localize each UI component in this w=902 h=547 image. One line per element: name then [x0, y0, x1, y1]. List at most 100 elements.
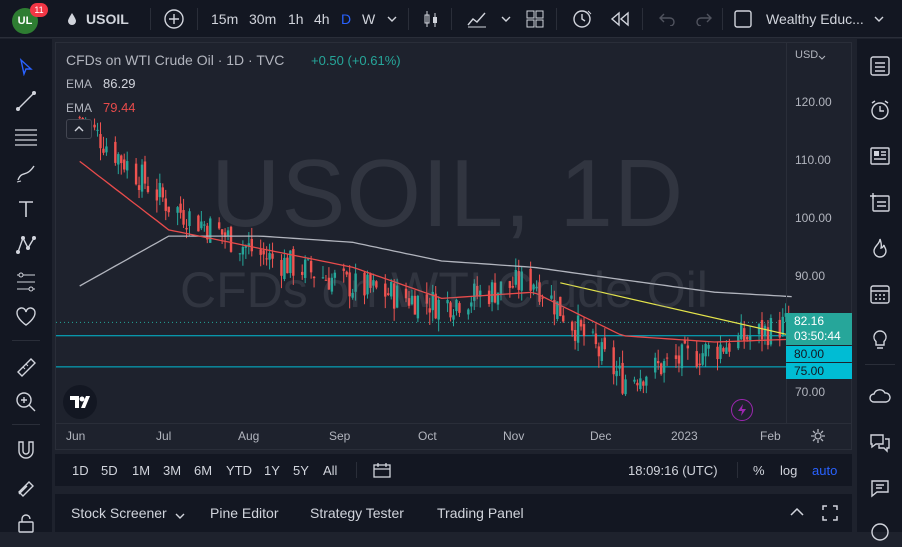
account-menu[interactable]: Wealthy Educ...: [766, 11, 864, 27]
tab-strategy-tester[interactable]: Strategy Tester: [310, 505, 404, 521]
price-axis[interactable]: [786, 43, 851, 423]
price-chart[interactable]: [56, 43, 851, 449]
candle-body: [743, 328, 746, 341]
alarm-clock-icon[interactable]: [865, 95, 895, 125]
lightning-icon[interactable]: [731, 399, 753, 421]
news-icon[interactable]: [865, 141, 895, 171]
level-75-label: 75.00: [786, 363, 852, 379]
layout-checkbox-icon[interactable]: [734, 0, 752, 38]
legend-title[interactable]: CFDs on WTI Crude Oil · 1D · TVC: [66, 52, 285, 68]
redo-icon[interactable]: [695, 0, 713, 38]
tab-stock-screener[interactable]: Stock Screener: [71, 505, 167, 521]
interval-d[interactable]: D: [341, 11, 352, 27]
range-ytd[interactable]: YTD: [226, 462, 252, 478]
indicators-icon[interactable]: [466, 0, 488, 38]
messages-icon[interactable]: [865, 473, 895, 503]
lock-drawings-icon[interactable]: [12, 473, 40, 501]
collapse-legend-chevron-up-icon[interactable]: [66, 119, 92, 139]
time-label-aug: Aug: [238, 429, 260, 443]
magnet-icon[interactable]: [12, 437, 40, 465]
calendar-icon[interactable]: [865, 279, 895, 309]
candle-body: [105, 146, 108, 153]
range-all[interactable]: All: [323, 462, 338, 478]
candle-body: [179, 203, 182, 213]
currency-label[interactable]: USD: [795, 49, 819, 61]
candle-body: [458, 303, 461, 313]
interval-4h[interactable]: 4h: [314, 11, 330, 27]
range-3m[interactable]: 3M: [163, 462, 182, 478]
candle-body: [134, 163, 138, 185]
favorite-heart-icon[interactable]: [12, 303, 40, 331]
axis-settings-gear-icon[interactable]: [810, 428, 826, 447]
log-scale-toggle[interactable]: log: [780, 462, 798, 478]
top-toolbar: UL 11 USOIL 15m 30m 1h 4h D W: [0, 0, 902, 38]
notification-badge[interactable]: 11: [30, 3, 48, 17]
candles-style-icon[interactable]: [422, 0, 440, 38]
tab-trading-panel[interactable]: Trading Panel: [437, 505, 524, 521]
time-axis[interactable]: [56, 423, 851, 449]
candle-body: [639, 378, 642, 390]
tab-pine-editor[interactable]: Pine Editor: [210, 505, 279, 521]
range-5d[interactable]: 5D: [101, 462, 118, 478]
interval-chevron-down-icon[interactable]: [387, 0, 397, 38]
prediction-tools-icon[interactable]: [12, 268, 40, 296]
range-6m[interactable]: 6M: [194, 462, 213, 478]
legend-change: +0.50 (+0.61%): [311, 53, 401, 68]
candle-body: [185, 227, 188, 230]
layouts-grid-icon[interactable]: [526, 0, 544, 38]
compare-add-icon[interactable]: [163, 0, 185, 38]
level-80-label: 80.00: [786, 346, 852, 362]
fib-lines-icon[interactable]: [12, 123, 40, 151]
candle-body: [431, 291, 434, 311]
interval-30m[interactable]: 30m: [249, 11, 277, 27]
candle-body: [146, 186, 150, 192]
collapse-panel-chevron-up-icon[interactable]: [789, 506, 805, 521]
streams-cloud-icon[interactable]: [865, 381, 895, 411]
interval-w[interactable]: W: [362, 11, 376, 27]
percent-scale-toggle[interactable]: %: [753, 462, 765, 478]
trend-line-icon[interactable]: [12, 87, 40, 115]
range-5y[interactable]: 5Y: [293, 462, 309, 478]
chats-icon[interactable]: [865, 427, 895, 457]
ema-slow-label[interactable]: EMA: [66, 77, 93, 91]
screener-chevron-down-icon[interactable]: [175, 508, 185, 523]
candle-body: [704, 344, 707, 357]
eye-lock-icon[interactable]: [12, 509, 40, 537]
brush-icon[interactable]: [12, 159, 40, 187]
patterns-icon[interactable]: [12, 231, 40, 259]
undo-icon[interactable]: [658, 0, 676, 38]
alert-clock-icon[interactable]: [571, 0, 593, 38]
chart-pane[interactable]: USOIL, 1D CFDs on WTI Crude Oil CFDs on …: [55, 42, 852, 450]
auto-scale-toggle[interactable]: auto: [812, 462, 838, 478]
range-1m[interactable]: 1M: [132, 462, 151, 478]
symbol-search[interactable]: USOIL: [86, 11, 129, 27]
go-to-date-icon[interactable]: [373, 462, 391, 481]
cursor-arrow-icon[interactable]: [12, 53, 40, 81]
hotlist-fire-icon[interactable]: [865, 233, 895, 263]
text-tool-icon[interactable]: [12, 195, 40, 223]
maximize-panel-icon[interactable]: [821, 504, 839, 525]
candle-body: [333, 272, 337, 278]
indicators-chevron-down-icon[interactable]: [501, 0, 511, 38]
watchlist-icon[interactable]: [865, 51, 895, 81]
range-1y[interactable]: 1Y: [264, 462, 280, 478]
candle-body: [345, 271, 348, 275]
zoom-in-icon[interactable]: [12, 388, 40, 416]
interval-15m[interactable]: 15m: [211, 11, 239, 27]
range-1d[interactable]: 1D: [72, 462, 89, 478]
add-list-icon[interactable]: [865, 187, 895, 217]
replay-icon[interactable]: [610, 0, 630, 38]
candle-body: [78, 117, 81, 119]
ema-fast-label[interactable]: EMA: [66, 101, 93, 115]
help-icon[interactable]: [865, 517, 895, 547]
currency-chevron-down-icon[interactable]: [818, 50, 826, 65]
interval-1h[interactable]: 1h: [288, 11, 304, 27]
candle-body: [102, 148, 105, 153]
candle-body: [645, 376, 648, 386]
ideas-lightbulb-icon[interactable]: [865, 325, 895, 355]
tradingview-logo[interactable]: [63, 385, 97, 419]
candle-body: [366, 274, 369, 295]
utc-clock[interactable]: 18:09:16 (UTC): [628, 462, 718, 478]
ruler-icon[interactable]: [12, 353, 40, 381]
account-chevron-down-icon[interactable]: [874, 0, 884, 38]
